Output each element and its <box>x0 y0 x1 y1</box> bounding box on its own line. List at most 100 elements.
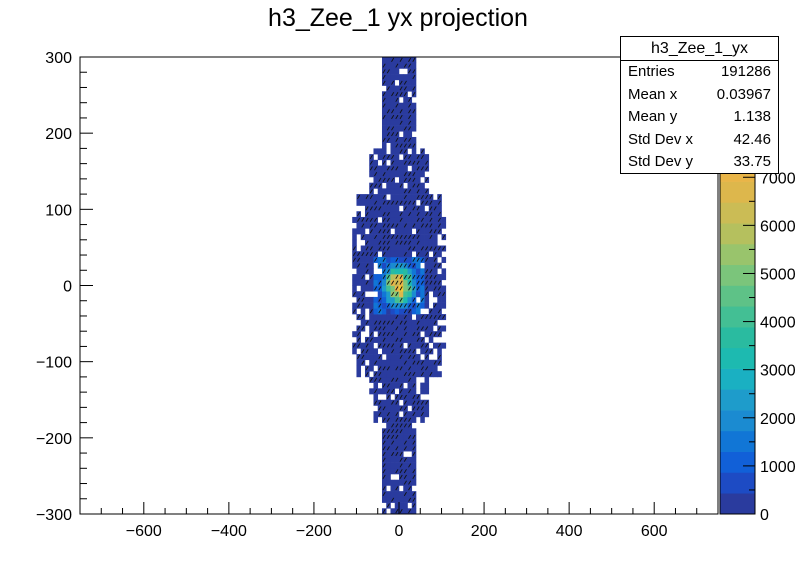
heatmap-cell <box>390 296 396 303</box>
cell-texture-stroke <box>408 463 412 468</box>
cell-texture-stroke <box>395 417 399 422</box>
cell-texture-stroke <box>399 509 403 514</box>
heatmap-cell <box>386 62 391 69</box>
heatmap-cell <box>403 434 408 441</box>
heatmap-cell <box>373 159 379 166</box>
cell-texture-stroke <box>395 137 399 142</box>
heatmap-cell <box>386 102 391 109</box>
cell-texture-stroke <box>374 166 378 171</box>
cell-texture-stroke <box>391 429 395 434</box>
palette-swatch <box>720 243 755 266</box>
z-tick-label: 1000 <box>760 459 796 476</box>
cell-texture-stroke <box>399 423 403 428</box>
heatmap-cell <box>437 296 442 303</box>
cell-texture-stroke <box>399 354 403 359</box>
heatmap-cell <box>369 314 374 321</box>
cell-texture-stroke <box>412 469 416 474</box>
cell-texture-stroke <box>382 137 386 142</box>
heatmap-cell <box>377 171 383 178</box>
cell-texture-stroke <box>412 223 416 228</box>
cell-texture-stroke <box>365 349 369 354</box>
cell-texture-stroke <box>437 223 441 228</box>
stats-value: 33.75 <box>733 153 771 171</box>
cell-texture-stroke <box>408 189 412 194</box>
cell-texture-stroke <box>395 63 399 68</box>
cell-texture-stroke <box>386 280 390 285</box>
heatmap-cell <box>407 382 413 389</box>
cell-texture-stroke <box>365 366 369 371</box>
cell-texture-stroke <box>386 343 390 348</box>
cell-texture-stroke <box>420 400 424 405</box>
heatmap-cell <box>420 319 425 326</box>
cell-texture-stroke <box>408 366 412 371</box>
heatmap-cell <box>407 428 413 435</box>
cell-texture-stroke <box>403 371 407 377</box>
cell-texture-stroke <box>437 331 441 337</box>
cell-texture-stroke <box>412 394 416 399</box>
cell-texture-stroke <box>395 411 399 417</box>
heatmap-cell <box>352 274 357 281</box>
cell-texture-stroke <box>412 297 416 302</box>
heatmap-cell <box>352 228 357 235</box>
cell-texture-stroke <box>425 280 429 285</box>
cell-texture-stroke <box>412 257 416 262</box>
heatmap-cell <box>394 85 400 92</box>
cell-texture-stroke <box>412 406 416 411</box>
cell-texture-stroke <box>399 263 403 268</box>
heatmap-cell <box>428 239 434 246</box>
heatmap-cell <box>394 296 400 303</box>
cell-texture-stroke <box>369 154 373 160</box>
heatmap-cell <box>390 74 396 81</box>
heatmap-cell <box>390 462 396 469</box>
heatmap-cell <box>394 342 400 349</box>
heatmap-cell <box>394 125 400 132</box>
heatmap-cell <box>390 308 396 315</box>
cell-texture-stroke <box>437 291 441 297</box>
heatmap-cell <box>424 302 430 309</box>
heatmap-cell <box>420 348 425 355</box>
cell-texture-stroke <box>382 200 386 205</box>
heatmap-cell <box>381 142 387 149</box>
cell-texture-stroke <box>425 354 429 359</box>
heatmap-cell <box>377 388 383 395</box>
z-tick-label: 2000 <box>760 411 796 428</box>
heatmap-cell <box>390 411 396 418</box>
heatmap-cell <box>381 148 387 155</box>
cell-texture-stroke <box>399 451 403 457</box>
heatmap-cell <box>411 79 417 86</box>
cell-texture-stroke <box>369 377 373 382</box>
cell-texture-stroke <box>357 251 361 257</box>
cell-texture-stroke <box>369 274 373 280</box>
cell-texture-stroke <box>399 57 403 62</box>
heatmap-cell <box>399 314 404 321</box>
heatmap-cell <box>364 354 370 361</box>
heatmap-cell <box>424 228 430 235</box>
cell-texture-stroke <box>399 212 403 217</box>
heatmap-cell <box>390 96 396 103</box>
cell-texture-stroke <box>433 320 437 325</box>
heatmap-cell <box>394 462 400 469</box>
cell-texture-stroke <box>433 303 437 308</box>
cell-texture-stroke <box>378 309 382 314</box>
heatmap-cell <box>416 411 421 418</box>
heatmap-cell <box>386 456 391 463</box>
cell-texture-stroke <box>408 434 412 439</box>
cell-texture-stroke <box>369 251 373 257</box>
cell-texture-stroke <box>391 423 395 428</box>
heatmap-cell <box>394 251 400 258</box>
cell-texture-stroke <box>374 223 378 228</box>
heatmap-cell <box>390 142 396 149</box>
cell-texture-stroke <box>382 223 386 228</box>
heatmap-cell <box>390 188 396 195</box>
cell-texture-stroke <box>378 297 382 302</box>
heatmap-cell <box>386 422 391 429</box>
heatmap-cell <box>399 256 404 263</box>
heatmap-cell <box>364 234 370 241</box>
cell-texture-stroke <box>433 280 437 285</box>
cell-texture-stroke <box>408 274 412 280</box>
heatmap-cell <box>369 256 374 263</box>
cell-texture-stroke <box>412 57 416 62</box>
cell-texture-stroke <box>416 337 420 342</box>
cell-texture-stroke <box>382 92 386 97</box>
cell-texture-stroke <box>395 234 399 240</box>
